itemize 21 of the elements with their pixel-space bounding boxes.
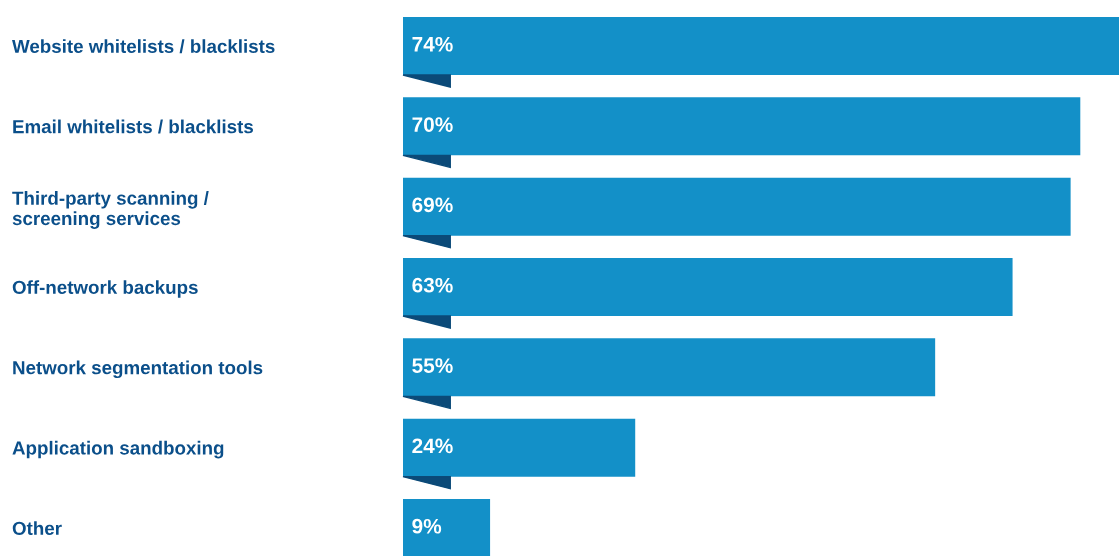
data-label: 74% [412,36,453,52]
data-label: 9% [412,518,442,534]
bar [403,97,1081,156]
data-label: 55% [412,358,453,373]
data-label: 63% [412,277,453,293]
data-label: 24% [412,438,453,454]
bar [403,418,636,477]
y-tick-label: Website whitelists / blacklists [12,39,275,54]
y-tick-label: Email whitelists / blacklists [13,119,253,134]
y-tick-label: Other [12,521,62,535]
data-label: 69% [412,197,453,213]
bar [403,177,1071,236]
data-label: 70% [412,117,453,132]
y-tick-label: Application sandboxing [12,440,224,459]
y-tick-label: Third-party scanning / screening services [12,191,209,229]
bar [403,338,936,397]
bar [403,258,1013,316]
bar [403,17,1119,75]
y-tick-label: Network segmentation tools [13,360,263,379]
bar [403,499,491,556]
y-tick-label: Off-network backups [12,280,198,298]
